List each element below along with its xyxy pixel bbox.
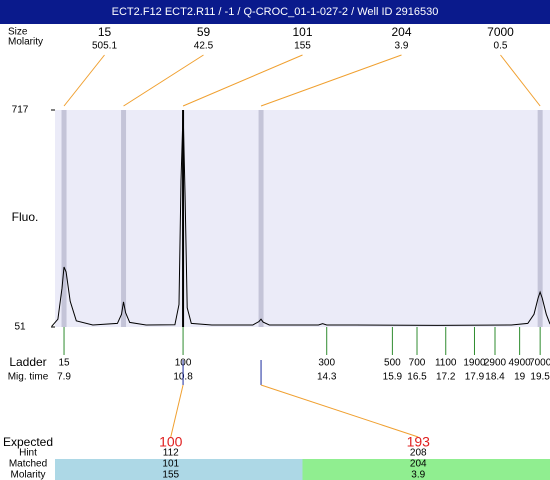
peak-molarity: 3.9 [395, 41, 409, 52]
peak-connector [182, 54, 303, 107]
peak-connector [260, 54, 402, 107]
plot-area [55, 110, 550, 327]
peak-connector [63, 54, 105, 107]
ladder-time: 15.9 [383, 372, 403, 383]
expected-value: 193 [407, 434, 431, 450]
header-title: ECT2.F12 ECT2.R11 / -1 / Q-CROC_01-1-027… [112, 6, 439, 18]
peak-band [537, 110, 543, 327]
ladder-size: 2900 [484, 358, 507, 369]
peak-connector [500, 54, 541, 107]
peak-size: 204 [391, 25, 411, 39]
hint-label: Hint [19, 448, 37, 459]
size-row-label: Size [8, 27, 28, 38]
ladder-time: 18.4 [485, 372, 505, 383]
ladder-time: 17.2 [436, 372, 456, 383]
y-axis-label: Fluo. [12, 210, 39, 224]
peak-molarity: 42.5 [194, 41, 214, 52]
matched-label: Matched [9, 459, 47, 470]
ladder-time: 17.9 [465, 372, 485, 383]
ladder-size: 4900 [509, 358, 532, 369]
header-bar [0, 0, 550, 24]
ladder-size: 15 [58, 358, 70, 369]
matched-bg [302, 459, 550, 480]
hint-value: 112 [163, 448, 179, 459]
hint-value: 208 [410, 448, 427, 459]
expected-connector [260, 384, 419, 438]
peak-size: 7000 [487, 25, 514, 39]
peak-band [182, 110, 185, 327]
ladder-time: 19.5 [530, 372, 550, 383]
ladder-size: 1900 [463, 358, 486, 369]
matched-value: 101 [162, 459, 179, 470]
ladder-time: 16.5 [407, 372, 427, 383]
y-tick-label: 717 [12, 105, 29, 116]
peak-size: 15 [98, 25, 112, 39]
expected-label: Expected [3, 435, 53, 449]
molarity-value: 155 [162, 470, 179, 480]
peak-band [121, 110, 127, 327]
expected-value: 100 [159, 434, 183, 450]
peak-size: 59 [197, 25, 211, 39]
molarity-row-label: Molarity [8, 37, 43, 48]
peak-molarity: 155 [294, 41, 311, 52]
ladder-size: 700 [409, 358, 426, 369]
peak-molarity: 505.1 [92, 41, 117, 52]
peak-molarity: 0.5 [494, 41, 508, 52]
peak-size: 101 [292, 25, 312, 39]
ladder-label: Ladder [9, 355, 46, 369]
peak-band [258, 110, 264, 327]
peak-connector [123, 54, 204, 107]
ladder-size: 1100 [435, 358, 457, 369]
ladder-time: 7.9 [57, 372, 71, 383]
ladder-size: 500 [384, 358, 401, 369]
molarity-value: 3.9 [411, 470, 425, 480]
ladder-time: 14.3 [317, 372, 337, 383]
y-tick-label: 51 [14, 322, 26, 333]
ladder-size: 7000 [529, 358, 550, 369]
expected-connector [170, 384, 184, 438]
matched-value: 204 [410, 459, 427, 470]
mig-time-label: Mig. time [8, 372, 49, 383]
ladder-time: 19 [514, 372, 526, 383]
ladder-size: 300 [318, 358, 335, 369]
peak-band [61, 110, 67, 327]
molarity-label: Molarity [10, 470, 45, 480]
trace [51, 109, 550, 327]
matched-bg [55, 459, 303, 480]
